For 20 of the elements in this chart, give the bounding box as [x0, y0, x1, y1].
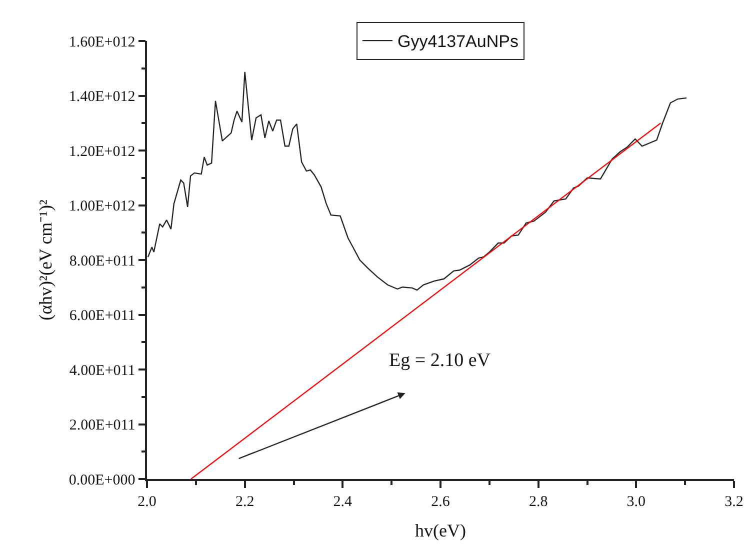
- x-tick-label: 2.2: [235, 494, 254, 510]
- x-tick-label: 2.8: [528, 494, 548, 510]
- x-tick-label: 2.6: [431, 494, 450, 510]
- x-tick-label: 3.2: [724, 494, 744, 510]
- y-tick-label: 1.60E+012: [68, 34, 136, 50]
- x-tick-label: 2.0: [138, 494, 156, 510]
- x-axis-title: hv(eV): [415, 520, 466, 540]
- y-tick-label: 1.40E+012: [68, 89, 136, 105]
- x-tick-label: 2.4: [333, 494, 353, 510]
- annotation: Eg = 2.10 eV: [389, 350, 491, 371]
- y-tick-label: 1.20E+012: [68, 144, 136, 160]
- y-tick-label: 2.00E+011: [69, 418, 136, 434]
- y-tick-label: 6.00E+011: [69, 308, 136, 324]
- y-axis-title: (αhv)²(eV cm⁻¹)²: [36, 200, 56, 320]
- legend-label: Gyy4137AuNPs: [398, 32, 518, 52]
- y-tick-label: 0.00E+000: [68, 472, 136, 488]
- y-tick-label: 4.00E+011: [69, 362, 136, 379]
- x-tick-label: 3.0: [626, 494, 646, 510]
- y-tick-label: 8.00E+011: [69, 253, 136, 270]
- y-tick-label: 1.00E+012: [68, 198, 136, 214]
